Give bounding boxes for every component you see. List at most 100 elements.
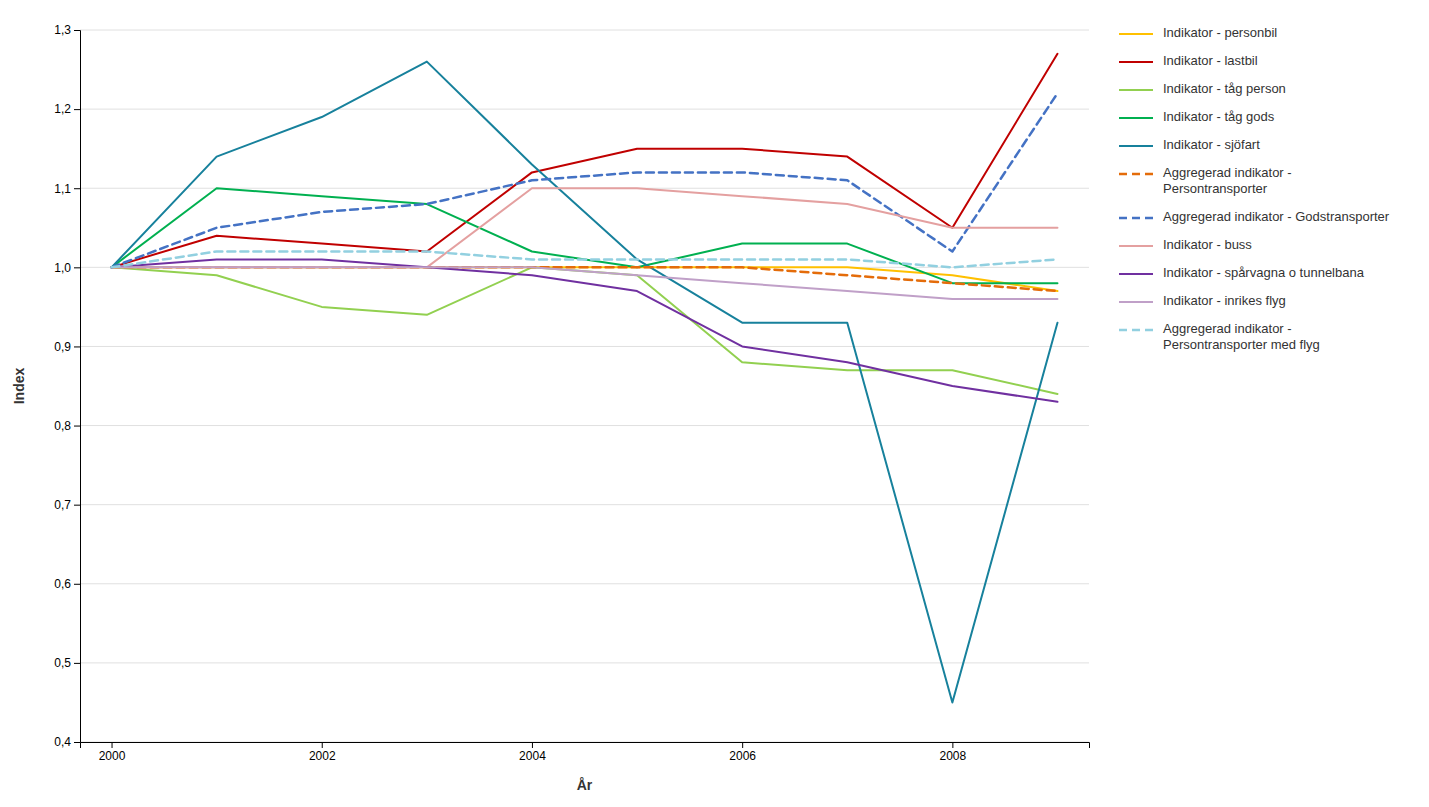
- y-tick: 0,9: [54, 340, 80, 354]
- y-tick: 0,8: [54, 419, 80, 433]
- grid-line: [80, 504, 1089, 505]
- legend-item: Indikator - lastbil: [1119, 53, 1258, 68]
- y-tick-mark: [74, 109, 80, 110]
- y-tick: 1,2: [54, 102, 80, 116]
- x-tick-mark: [322, 742, 323, 748]
- y-tick-mark: [74, 426, 80, 427]
- legend-item: Indikator - personbil: [1119, 25, 1277, 40]
- legend: Indikator - personbil Indikator - lastbil…: [1119, 25, 1390, 352]
- y-tick-label: 0,4: [54, 735, 71, 749]
- y-tick-label: 0,8: [54, 419, 71, 433]
- x-tick-mark: [532, 742, 533, 748]
- series-line: [112, 62, 1058, 703]
- legend-swatch: [1119, 217, 1153, 220]
- legend-label: Aggregerad indikator -Persontransporter …: [1163, 321, 1320, 352]
- legend-label: Indikator - personbil: [1163, 25, 1277, 40]
- series-line: [112, 188, 1058, 283]
- y-tick: 0,4: [54, 735, 80, 749]
- legend-swatch: [1119, 245, 1153, 247]
- y-tick-mark: [74, 30, 80, 31]
- legend-label: Aggregerad indikator -Persontransporter: [1163, 165, 1292, 196]
- legend-swatch: [1119, 173, 1153, 176]
- x-tick: 2004: [519, 742, 546, 763]
- y-tick-mark: [74, 584, 80, 585]
- series-line: [112, 259, 1058, 401]
- grid: [80, 30, 1089, 742]
- legend-item: Indikator - inrikes flyg: [1119, 293, 1286, 308]
- x-tick-mark: [112, 742, 113, 748]
- legend-label: Indikator - buss: [1163, 237, 1252, 252]
- y-tick-label: 1,1: [54, 182, 71, 196]
- plot: 2000 2002 2004 2006 2008 0,4 0,5 0,6 0,7 0,8 0,9 1,…: [11, 23, 1090, 793]
- legend-swatch: [1119, 61, 1153, 63]
- lines: [112, 54, 1058, 703]
- legend-swatch: [1119, 33, 1153, 35]
- y-tick-mark: [74, 663, 80, 664]
- y-tick-mark: [74, 346, 80, 347]
- series-line: [112, 267, 1058, 394]
- y-axis-title: Index: [11, 368, 27, 405]
- grid-line: [80, 425, 1089, 426]
- x-tick-label: 2008: [940, 749, 967, 763]
- series-line: [112, 188, 1058, 267]
- legend-item: Indikator - tåg gods: [1119, 109, 1275, 124]
- y-tick-label: 1,2: [54, 102, 71, 116]
- y-tick-label: 1,3: [54, 23, 71, 37]
- legend-swatch: [1119, 301, 1153, 303]
- grid-line: [80, 583, 1089, 584]
- legend-swatch: [1119, 89, 1153, 91]
- x-tick-mark: [952, 742, 953, 748]
- legend-item: Aggregerad indikator - Godstransporter: [1119, 209, 1390, 224]
- legend-swatch: [1119, 273, 1153, 275]
- legend-label: Aggregerad indikator - Godstransporter: [1163, 209, 1390, 224]
- y-tick-mark: [74, 188, 80, 189]
- x-tick-label: 2000: [99, 749, 126, 763]
- y-tick: 0,5: [54, 656, 80, 670]
- legend-item: Indikator - tåg person: [1119, 81, 1286, 96]
- x-tick-mark: [742, 742, 743, 748]
- legend-label: Indikator - tåg gods: [1163, 109, 1275, 124]
- y-tick: 1,0: [54, 261, 80, 275]
- legend-label: Indikator - sjöfart: [1163, 137, 1260, 152]
- y-tick-label: 0,6: [54, 577, 71, 591]
- chart: 2000 2002 2004 2006 2008 0,4 0,5 0,6 0,7 0,8 0,9 1,…: [0, 0, 1429, 807]
- grid-line: [80, 346, 1089, 347]
- y-tick-label: 0,7: [54, 498, 71, 512]
- y-tick: 1,1: [54, 182, 80, 196]
- y-axis-line: [74, 31, 81, 743]
- y-tick-mark: [74, 267, 80, 268]
- y-tick: 1,3: [54, 23, 80, 37]
- x-tick: 2008: [940, 742, 967, 763]
- legend-label: Indikator - inrikes flyg: [1163, 293, 1286, 308]
- legend-label: Indikator - spårvagna o tunnelbana: [1163, 265, 1365, 280]
- legend-item: Indikator - sjöfart: [1119, 137, 1260, 152]
- legend-label: Indikator - tåg person: [1163, 81, 1286, 96]
- legend-item: Indikator - buss: [1119, 237, 1252, 252]
- y-tick-label: 0,9: [54, 340, 71, 354]
- y-tick-mark: [74, 742, 80, 743]
- series-line: [112, 252, 1058, 268]
- legend-swatch: [1119, 145, 1153, 147]
- legend-item: Aggregerad indikator -Persontransporter …: [1119, 321, 1320, 352]
- x-tick-label: 2004: [519, 749, 546, 763]
- grid-line: [80, 30, 1089, 31]
- y-tick: 0,6: [54, 577, 80, 591]
- series-line: [112, 267, 1058, 299]
- legend-swatch: [1119, 329, 1153, 332]
- y-tick-label: 1,0: [54, 261, 71, 275]
- x-tick: 2000: [99, 742, 126, 763]
- y-tick: 0,7: [54, 498, 80, 512]
- grid-line: [80, 662, 1089, 663]
- legend-item: Aggregerad indikator -Persontransporter: [1119, 165, 1292, 196]
- x-tick: 2002: [309, 742, 336, 763]
- legend-swatch: [1119, 117, 1153, 119]
- x-axis-title: År: [577, 777, 593, 793]
- grid-line: [80, 109, 1089, 110]
- legend-item: Indikator - spårvagna o tunnelbana: [1119, 265, 1365, 280]
- x-tick-label: 2002: [309, 749, 336, 763]
- legend-label: Indikator - lastbil: [1163, 53, 1258, 68]
- x-tick-label: 2006: [729, 749, 756, 763]
- y-axis: 0,4 0,5 0,6 0,7 0,8 0,9 1,0 1,1 1,2 1,3: [54, 23, 80, 749]
- y-tick-label: 0,5: [54, 656, 71, 670]
- x-axis-line: [81, 743, 1090, 749]
